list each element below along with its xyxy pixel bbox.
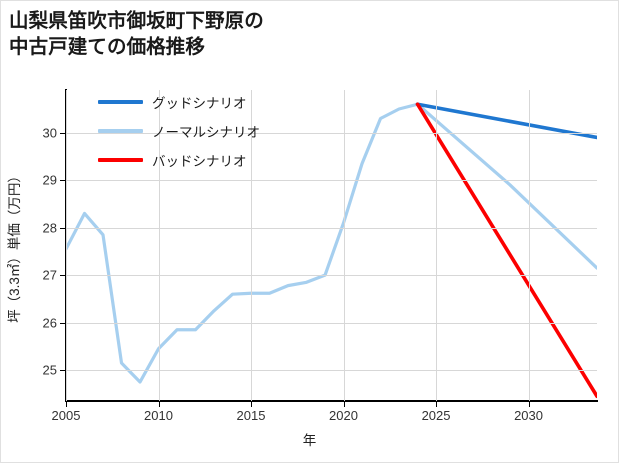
y-tick-mark [60,322,65,324]
gridline-horizontal [66,322,597,324]
gridline-horizontal [66,132,597,134]
x-tick-mark [343,402,345,407]
legend-label: グッドシナリオ [152,96,247,111]
plot-area [66,90,597,401]
x-tick-mark [158,402,160,407]
x-axis-title: 年 [302,433,317,448]
y-tick-label: 30 [42,125,57,141]
y-tick-mark [60,275,65,277]
legend-item[interactable]: グッドシナリオ [98,92,260,112]
y-tick-mark [60,180,65,182]
chart-legend: グッドシナリオ ノーマルシナリオ バッドシナリオ [98,92,260,170]
x-tick-label: 2015 [236,408,266,423]
legend-color-swatch [98,129,143,133]
y-tick-label: 28 [42,220,57,236]
y-tick-mark [60,132,65,134]
y-tick-mark [60,370,65,372]
x-tick-label: 2010 [144,408,173,423]
gridline-horizontal [66,227,597,229]
legend-item[interactable]: ノーマルシナリオ [98,121,260,141]
gridline-horizontal [66,180,597,182]
y-axis-title: 坪（3.3㎡）単価（万円） [7,169,22,323]
x-tick-mark [251,402,253,407]
gridline-vertical [66,90,67,401]
gridline-vertical [528,90,530,401]
x-tick-mark [528,402,530,407]
x-tick-label: 2005 [51,408,81,423]
x-tick-label: 2030 [514,408,543,423]
gridline-horizontal [66,275,597,277]
line-bad-scenario [415,102,597,399]
series-lines [66,102,597,399]
gridline-horizontal [66,370,597,372]
gridline-vertical [251,90,253,401]
x-tick-label: 2025 [421,408,451,423]
line-normal-scenario [66,102,597,384]
y-tick-mark [60,227,65,229]
legend-label: バッドシナリオ [152,154,247,169]
legend-item[interactable]: バッドシナリオ [98,150,260,170]
y-tick-label: 25 [42,362,57,378]
y-tick-label: 27 [42,267,57,283]
gridline-vertical [436,90,438,401]
line-good-scenario [415,102,597,140]
gridline-vertical [343,90,345,401]
legend-color-swatch [98,158,143,162]
legend-color-swatch [98,100,143,104]
x-axis-spine [65,400,598,402]
y-tick-label: 29 [42,172,57,188]
y-tick-label: 26 [42,315,57,331]
gridlines [66,90,597,401]
x-tick-mark [66,402,67,407]
chart-title: 山梨県笛吹市御坂町下野原の 中古戸建ての価格推移 [9,10,264,58]
x-tick-label: 2020 [329,408,358,423]
gridline-vertical [158,90,160,401]
x-tick-mark [436,402,438,407]
legend-label: ノーマルシナリオ [152,125,260,140]
